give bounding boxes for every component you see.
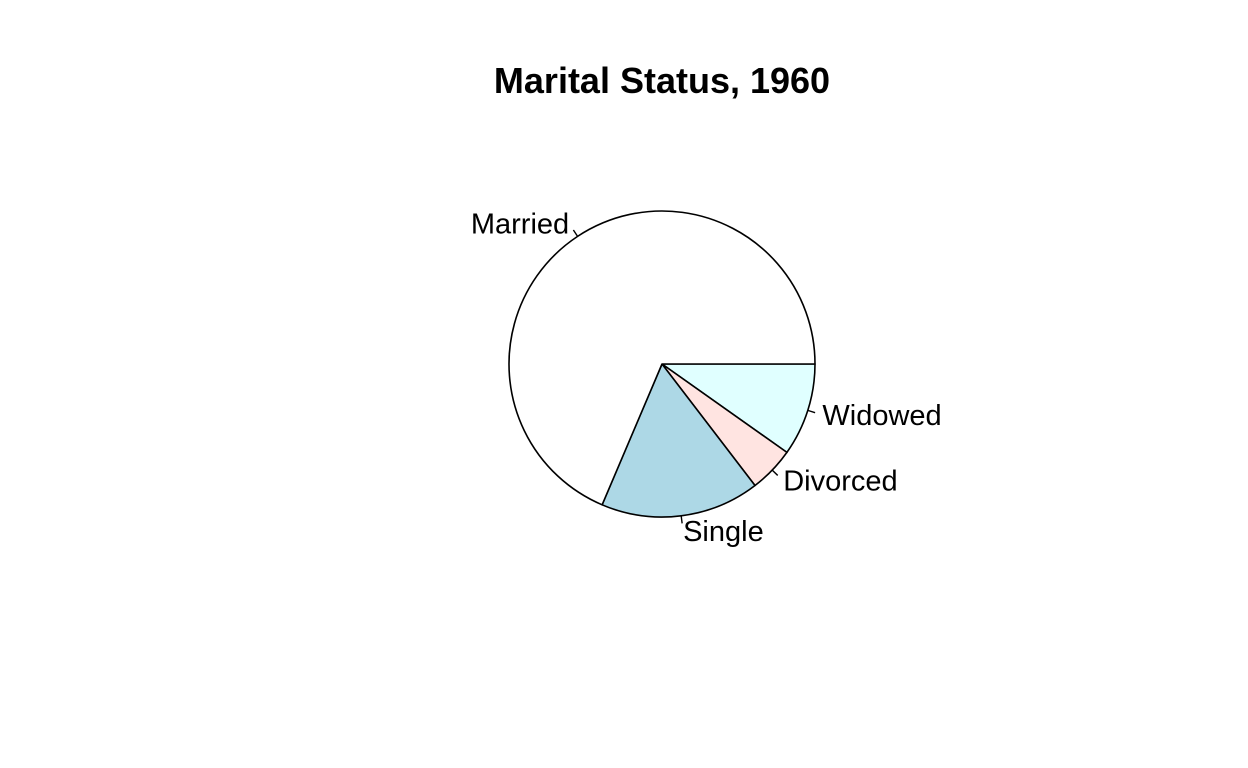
label-tick-widowed bbox=[807, 409, 816, 414]
label-tick-married bbox=[572, 229, 579, 237]
pie-slices bbox=[508, 210, 816, 518]
label-tick-single bbox=[680, 515, 683, 524]
pie-slice-widowed bbox=[661, 363, 816, 454]
slice-label-married: Married bbox=[471, 209, 569, 241]
slice-label-widowed: Widowed bbox=[822, 400, 941, 432]
slice-label-divorced: Divorced bbox=[783, 466, 897, 498]
pie-labels: Widowed Divorced Single Married bbox=[471, 209, 942, 548]
chart-title: Marital Status, 1960 bbox=[494, 60, 830, 101]
label-tick-divorced bbox=[771, 469, 779, 476]
slice-label-single: Single bbox=[683, 516, 764, 548]
